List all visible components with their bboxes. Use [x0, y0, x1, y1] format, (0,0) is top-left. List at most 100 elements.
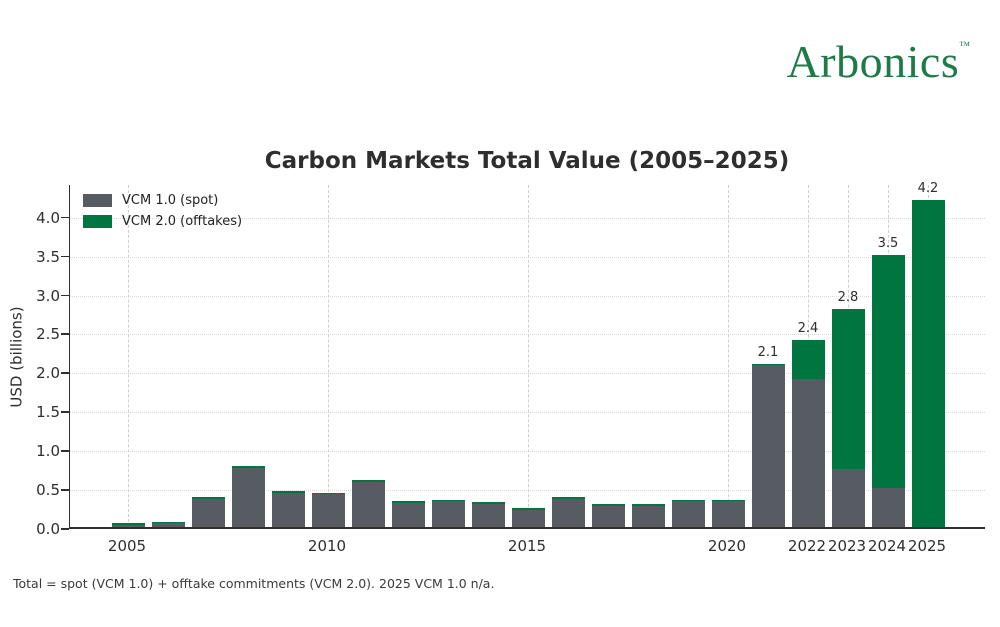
logo-trademark-icon: ™ [959, 40, 970, 52]
y-gridline [70, 295, 985, 297]
x-gridline [728, 185, 729, 527]
bar-2021-vcm2 [751, 363, 785, 366]
bar-2017-vcm1 [591, 506, 625, 527]
bar-2018-vcm2 [631, 504, 665, 506]
bar-2024-vcm1 [871, 488, 905, 527]
legend-item-vcm2: VCM 2.0 (offtakes) [83, 214, 242, 229]
bar-2022-vcm2 [791, 340, 825, 380]
x-tick-label: 2025 [907, 537, 947, 555]
y-gridline [70, 373, 985, 375]
bar-2005-vcm2 [111, 523, 145, 525]
bar-2006-vcm1 [151, 523, 185, 527]
bar-2013-vcm1 [431, 501, 465, 527]
bar-2012-vcm2 [391, 501, 425, 503]
plot-area: 2.1 2.4 2.8 3.5 4.2 VCM 1.0 (spot) VCM 2.0 (… [69, 181, 985, 529]
footnote: Total = spot (VCM 1.0) + offtake commitm… [13, 576, 495, 591]
bar-2015-vcm2 [511, 508, 545, 510]
bar-2010-vcm1 [311, 494, 345, 527]
y-tick-label: 0.5 [36, 481, 60, 500]
x-gridline [528, 185, 529, 527]
y-gridline [70, 217, 985, 219]
bar-2023-vcm2 [831, 309, 865, 469]
bar-2020-vcm1 [711, 501, 745, 527]
y-tick-mark [61, 294, 69, 297]
x-tick-label: 2023 [827, 537, 867, 555]
bar-2006-vcm2 [151, 521, 185, 524]
legend: VCM 1.0 (spot) VCM 2.0 (offtakes) [83, 193, 242, 235]
bar-2012-vcm1 [391, 502, 425, 527]
bar-2016-vcm1 [551, 498, 585, 527]
bar-2016-vcm2 [551, 497, 585, 499]
legend-label-vcm2: VCM 2.0 (offtakes) [122, 214, 243, 229]
y-gridline [70, 490, 985, 492]
y-tick-mark [61, 255, 69, 258]
x-gridline [328, 185, 329, 527]
y-tick-label: 3.5 [36, 247, 60, 266]
bar-2011-vcm1 [351, 481, 385, 527]
y-gridline [70, 451, 985, 453]
legend-swatch-vcm1-icon [83, 194, 112, 207]
y-axis-label-wrap: USD (billions) [4, 185, 30, 529]
y-gridline [70, 256, 985, 258]
bar-2008-vcm2 [231, 466, 265, 468]
bar-2014-vcm2 [471, 502, 505, 504]
bar-2019-vcm2 [671, 499, 705, 502]
bar-value-label-2021: 2.1 [757, 344, 779, 360]
x-tick-label: 2005 [107, 537, 147, 555]
bar-2018-vcm1 [631, 506, 665, 527]
bar-2010-vcm2 [311, 492, 345, 495]
bar-2015-vcm1 [511, 509, 545, 527]
x-tick-label: 2010 [307, 537, 347, 555]
bar-2025-vcm2 [911, 200, 945, 527]
y-axis-label: USD (billions) [8, 306, 26, 408]
bar-2019-vcm1 [671, 501, 705, 527]
logo-text: Arbonics [786, 36, 960, 87]
bar-2009-vcm2 [271, 491, 305, 493]
bar-2020-vcm2 [711, 499, 745, 502]
y-gridline [70, 412, 985, 414]
bar-2007-vcm1 [191, 498, 225, 527]
chart-title: Carbon Markets Total Value (2005–2025) [264, 148, 790, 174]
y-tick-mark [61, 450, 69, 452]
legend-swatch-vcm2-icon [83, 215, 112, 228]
bar-2017-vcm2 [591, 504, 625, 506]
bar-2022-vcm1 [791, 379, 825, 527]
y-tick-mark [61, 216, 69, 219]
y-tick-label: 4.0 [36, 208, 60, 227]
bar-value-label-2023: 2.8 [837, 290, 859, 306]
bar-2013-vcm2 [431, 499, 465, 502]
y-tick-label: 0.0 [36, 520, 60, 538]
y-tick-mark [61, 489, 69, 491]
y-tick-mark [61, 528, 69, 530]
y-tick-mark [61, 411, 69, 413]
bar-2023-vcm1 [831, 468, 865, 527]
bar-2005-vcm1 [111, 524, 145, 527]
y-tick-label: 1.5 [36, 403, 60, 422]
x-gridline [128, 185, 129, 527]
x-tick-label: 2015 [507, 537, 547, 555]
y-tick-mark [61, 372, 69, 374]
bar-value-label-2025: 4.2 [917, 181, 939, 197]
bar-2024-vcm2 [871, 254, 905, 489]
y-tick-mark [61, 333, 69, 336]
x-tick-label: 2024 [867, 537, 907, 555]
bar-2021-vcm1 [751, 365, 785, 527]
y-tick-label: 2.0 [36, 364, 60, 383]
y-gridline [70, 334, 985, 336]
legend-label-vcm1: VCM 1.0 (spot) [122, 193, 219, 208]
bar-value-label-2024: 3.5 [877, 235, 899, 251]
y-tick-label: 2.5 [36, 325, 60, 344]
x-tick-label: 2022 [787, 537, 827, 555]
bar-2011-vcm2 [351, 480, 385, 482]
x-tick-label: 2020 [707, 537, 747, 555]
bar-2009-vcm1 [271, 492, 305, 527]
y-tick-label: 1.0 [36, 442, 60, 461]
bar-value-label-2022: 2.4 [797, 321, 819, 337]
logo: Arbonics™ [786, 36, 970, 87]
legend-item-vcm1: VCM 1.0 (spot) [83, 193, 242, 208]
bar-2007-vcm2 [191, 497, 225, 499]
bar-2014-vcm1 [471, 503, 505, 527]
bar-2008-vcm1 [231, 467, 265, 527]
y-tick-label: 3.0 [36, 286, 60, 305]
